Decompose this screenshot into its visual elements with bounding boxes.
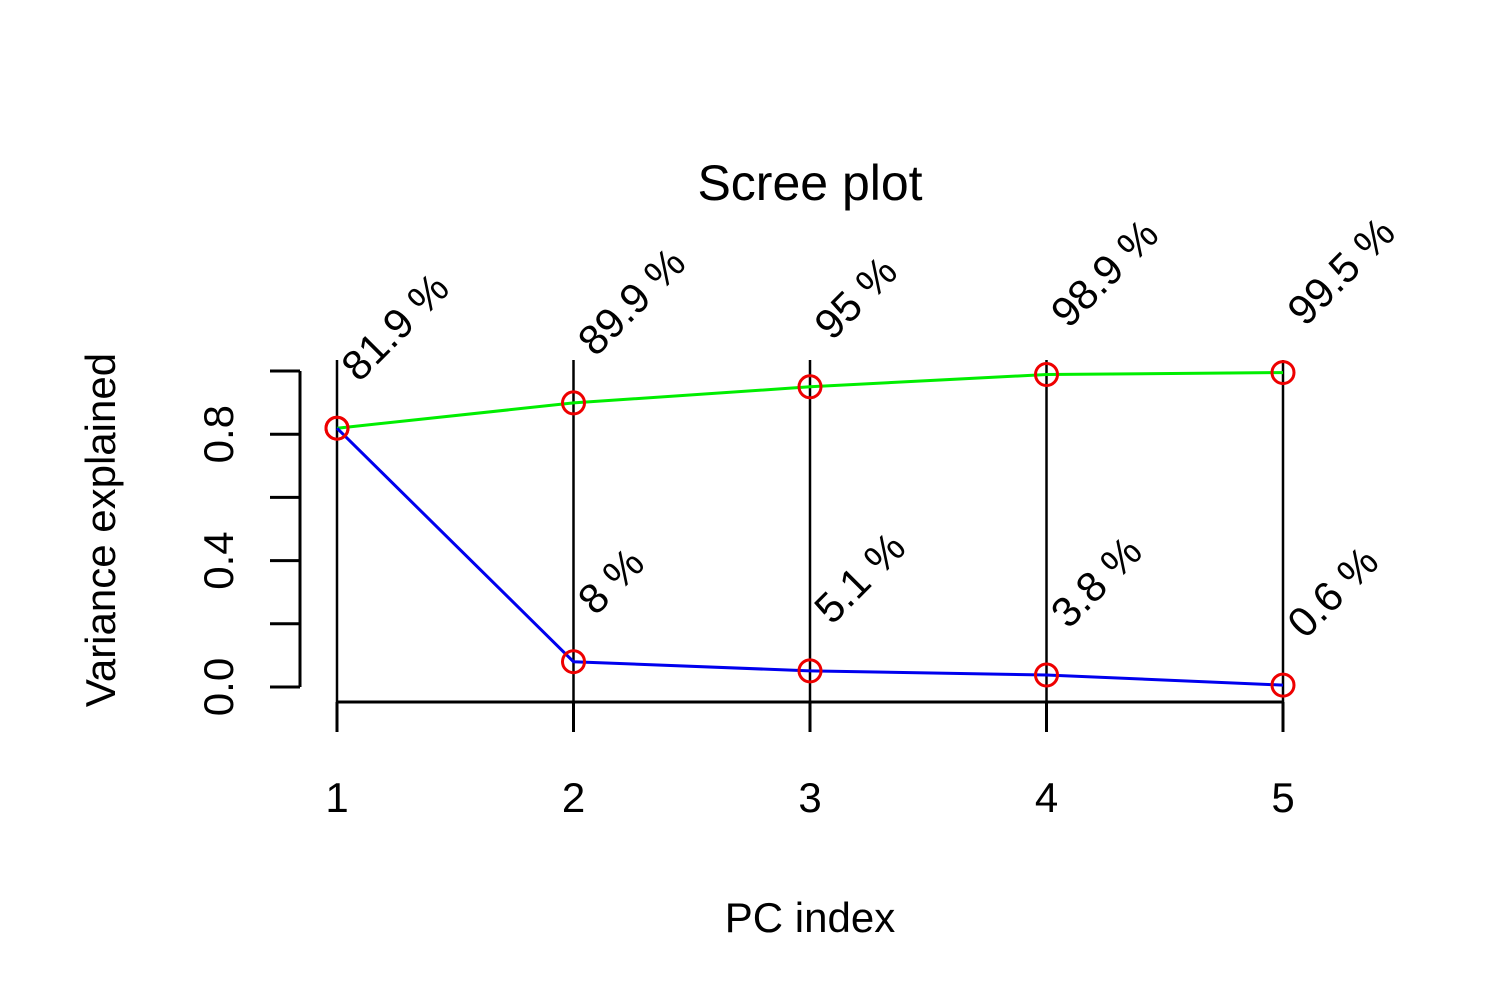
individual-line bbox=[335, 427, 1284, 687]
y-tick-label-0: 0.0 bbox=[195, 658, 242, 716]
y-axis-label: Variance explained bbox=[77, 353, 124, 707]
x-tick-label-3: 3 bbox=[798, 774, 821, 821]
individual-point-1 bbox=[324, 415, 350, 441]
y-tick-label-2: 0.8 bbox=[195, 405, 242, 463]
cumulative-point-5 bbox=[1270, 360, 1296, 386]
x-axis-label: PC index bbox=[725, 894, 895, 941]
x-tick-label-4: 4 bbox=[1035, 774, 1058, 821]
cumulative-point-3 bbox=[797, 374, 823, 400]
cumulative-point-4 bbox=[1034, 361, 1059, 387]
cumulative-label-3: 95 % bbox=[805, 247, 906, 348]
cumulative-label-1: 81.9 % bbox=[332, 264, 458, 390]
cumulative-label-2: 89.9 % bbox=[569, 239, 695, 365]
chart-title: Scree plot bbox=[697, 155, 922, 211]
individual-point-5 bbox=[1270, 672, 1296, 698]
cumulative-line bbox=[336, 371, 1284, 430]
cumulative-point-2 bbox=[561, 390, 586, 416]
cumulative-label-4: 98.9 % bbox=[1042, 210, 1168, 336]
individual-point-4 bbox=[1034, 662, 1059, 688]
x-tick-label-5: 5 bbox=[1271, 774, 1294, 821]
chart-marks: 1 2 3 4 5 0.0 0.4 0.8 81.9 % 89.9 % 95 % 98.9 % 99.5… bbox=[195, 208, 1404, 821]
cumulative-label-5: 99.5 % bbox=[1278, 208, 1404, 334]
individual-label-3: 5.1 % bbox=[805, 523, 914, 632]
x-tick-label-1: 1 bbox=[325, 774, 348, 821]
individual-label-5: 0.6 % bbox=[1278, 537, 1387, 646]
individual-label-4: 3.8 % bbox=[1042, 527, 1151, 636]
individual-point-3 bbox=[797, 658, 823, 684]
individual-point-2 bbox=[561, 649, 586, 675]
x-tick-label-2: 2 bbox=[562, 774, 585, 821]
individual-label-2: 8 % bbox=[569, 539, 653, 623]
y-tick-label-1: 0.4 bbox=[195, 531, 242, 589]
